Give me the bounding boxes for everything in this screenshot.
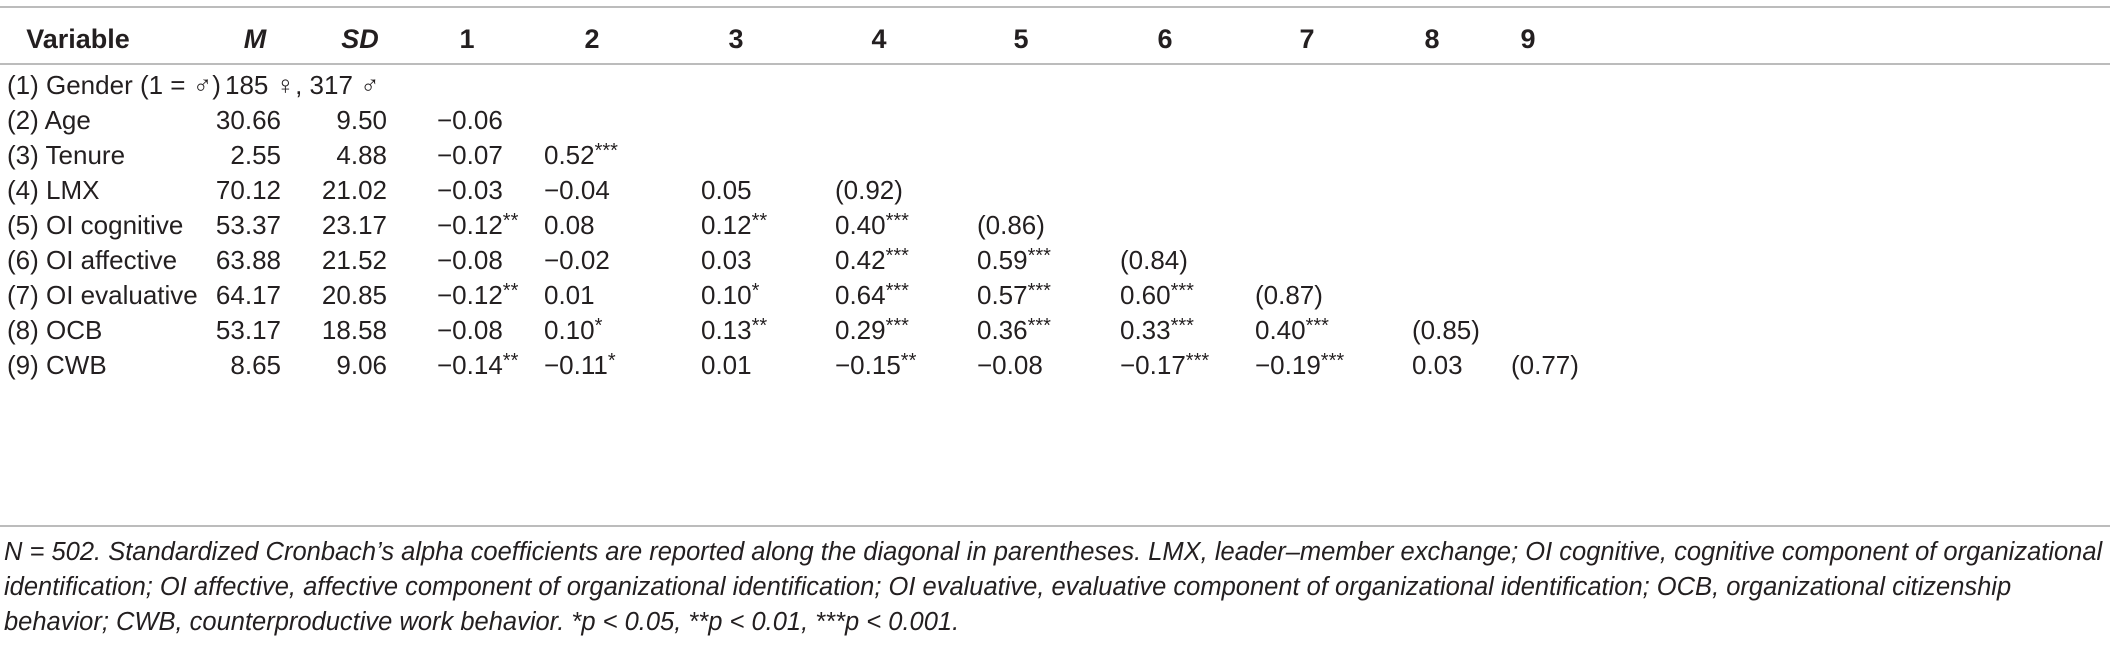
- corr-cell: 0.52***: [544, 140, 618, 170]
- corr-cell: (0.85): [1412, 315, 1480, 345]
- header-sd: SD: [341, 24, 379, 54]
- corr-cell: −0.06: [437, 105, 503, 135]
- row-label: (9) CWB: [7, 350, 107, 380]
- corr-cell: 0.36***: [977, 315, 1051, 345]
- top-rule: [0, 6, 2110, 8]
- sd-cell: 21.52: [321, 245, 387, 275]
- header-col-3: 3: [728, 24, 744, 54]
- corr-cell: (0.77): [1511, 350, 1579, 380]
- header-col-8: 8: [1424, 24, 1440, 54]
- corr-cell: −0.02: [544, 245, 610, 275]
- corr-cell: −0.17***: [1120, 350, 1210, 380]
- corr-cell: (0.92): [835, 175, 903, 205]
- header-col-1: 1: [459, 24, 475, 54]
- corr-cell: −0.08: [437, 315, 503, 345]
- mean-cell: 2.55: [230, 140, 281, 170]
- header-variable: Variable: [26, 24, 130, 54]
- mean-cell: 64.17: [215, 280, 281, 310]
- corr-cell: 0.42***: [835, 245, 909, 275]
- corr-cell: −0.07: [437, 140, 503, 170]
- sd-cell: 18.58: [321, 315, 387, 345]
- table-note: N = 502. Standardized Cronbach’s alpha c…: [4, 538, 2103, 636]
- corr-cell: −0.08: [437, 245, 503, 275]
- header-col-2: 2: [584, 24, 600, 54]
- corr-cell: 0.03: [1412, 350, 1463, 380]
- corr-cell: −0.12**: [437, 210, 519, 240]
- corr-cell: 0.10*: [701, 280, 760, 310]
- corr-cell: 0.12**: [701, 210, 768, 240]
- header-col-7: 7: [1299, 24, 1315, 54]
- corr-cell: (0.84): [1120, 245, 1188, 275]
- header-col-5: 5: [1013, 24, 1029, 54]
- corr-cell: −0.15**: [835, 350, 917, 380]
- corr-cell: −0.11*: [544, 350, 616, 380]
- corr-cell: −0.03: [437, 175, 503, 205]
- corr-cell: −0.08: [977, 350, 1043, 380]
- corr-cell: 0.59***: [977, 245, 1051, 275]
- header-col-6: 6: [1157, 24, 1173, 54]
- mean-cell: 8.65: [230, 350, 281, 380]
- corr-cell: −0.14**: [437, 350, 519, 380]
- mean-cell: 63.88: [215, 245, 281, 275]
- bottom-rule: [0, 525, 2110, 527]
- mean-cell: 185 ♀, 317 ♂: [225, 70, 380, 100]
- row-label: (7) OI evaluative: [7, 280, 198, 310]
- corr-cell: 0.05: [701, 175, 752, 205]
- corr-cell: 0.40***: [1255, 315, 1329, 345]
- sd-cell: 9.06: [336, 350, 387, 380]
- corr-cell: 0.08: [544, 210, 595, 240]
- corr-cell: 0.01: [701, 350, 752, 380]
- row-label: (4) LMX: [7, 175, 100, 205]
- header-col-9: 9: [1520, 24, 1536, 54]
- corr-cell: −0.04: [544, 175, 610, 205]
- corr-cell: −0.12**: [437, 280, 519, 310]
- sd-cell: 9.50: [336, 105, 387, 135]
- corr-cell: 0.57***: [977, 280, 1051, 310]
- corr-cell: 0.03: [701, 245, 752, 275]
- corr-cell: 0.64***: [835, 280, 909, 310]
- mean-cell: 53.17: [215, 315, 281, 345]
- corr-cell: 0.10*: [544, 315, 603, 345]
- row-label: (8) OCB: [7, 315, 103, 345]
- corr-cell: 0.13**: [701, 315, 768, 345]
- row-label: (6) OI affective: [7, 245, 178, 275]
- mean-cell: 53.37: [215, 210, 281, 240]
- corr-cell: 0.29***: [835, 315, 909, 345]
- mean-cell: 70.12: [215, 175, 281, 205]
- row-label: (2) Age: [7, 105, 91, 135]
- sd-cell: 23.17: [321, 210, 387, 240]
- header-m: M: [243, 24, 267, 54]
- mean-cell: 30.66: [215, 105, 281, 135]
- corr-cell: −0.19***: [1255, 350, 1345, 380]
- corr-cell: 0.60***: [1120, 280, 1194, 310]
- corr-cell: 0.01: [544, 280, 595, 310]
- corr-cell: (0.87): [1255, 280, 1323, 310]
- header-col-4: 4: [871, 24, 887, 54]
- row-label: (5) OI cognitive: [7, 210, 184, 240]
- corr-cell: 0.40***: [835, 210, 909, 240]
- corr-cell: (0.86): [977, 210, 1045, 240]
- corr-cell: 0.33***: [1120, 315, 1194, 345]
- sd-cell: 21.02: [321, 175, 387, 205]
- sd-cell: 4.88: [336, 140, 387, 170]
- row-label: (1) Gender (1 = ♂): [7, 70, 221, 100]
- header-rule: [0, 63, 2110, 65]
- row-label: (3) Tenure: [7, 140, 126, 170]
- sd-cell: 20.85: [321, 280, 387, 310]
